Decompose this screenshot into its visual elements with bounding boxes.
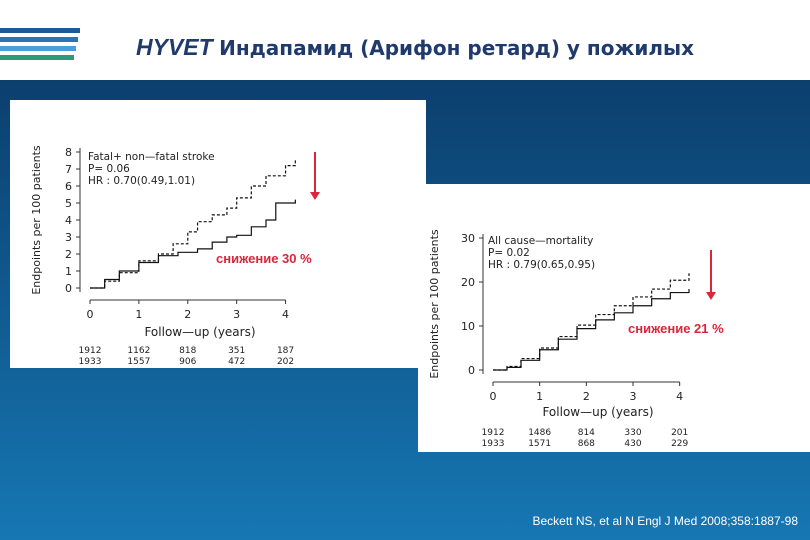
x-tick-label: 1 [536,390,543,403]
risk-table-cell: 1162 [127,346,150,356]
x-tick-label: 1 [135,308,142,321]
y-tick-label: 20 [461,276,475,289]
y-tick-label: 7 [65,163,72,176]
risk-table-cell: 472 [228,357,245,367]
logo-stripe-4 [0,55,74,60]
slide-header: HYVET Индапамид (Арифон ретард) у пожилы… [0,0,810,80]
slide-title: HYVET Индапамид (Арифон ретард) у пожилы… [136,34,694,61]
x-tick-label: 0 [490,390,497,403]
reduction-arrow-head [310,192,320,200]
risk-table-cell: 351 [228,346,245,356]
risk-table-cell: 1571 [528,439,551,449]
risk-table-cell: 1486 [528,428,551,438]
y-tick-label: 3 [65,231,72,244]
reduction-arrow-head [706,292,716,300]
legend-line: HR : 0.79(0.65,0.95) [488,259,595,271]
legend-line: HR : 0.70(0.49,1.01) [88,175,195,187]
legend-line: All cause—mortality [488,235,593,247]
risk-table-cell: 202 [277,357,294,367]
title-rest: Индапамид (Арифон ретард) у пожилых [219,36,695,60]
y-tick-label: 0 [65,282,72,295]
x-tick-label: 3 [630,390,637,403]
y-tick-label: 5 [65,197,72,210]
logo-stripe-3 [0,46,76,51]
y-tick-label: 1 [65,265,72,278]
x-tick-label: 0 [87,308,94,321]
risk-table-cell: 1933 [79,357,102,367]
risk-table-cell: 814 [578,428,595,438]
x-axis-label: Follow—up (years) [144,325,255,339]
y-tick-label: 30 [461,232,475,245]
series-line-dashed [90,158,296,289]
logo-stripes [0,28,82,68]
chart-panel-mortality: 0 10 20 30 0 1 2 3 4 Follow—up (years) Endpoints p… [418,184,810,452]
x-tick-label: 3 [233,308,240,321]
risk-table-cell: 229 [671,439,688,449]
risk-table-cell: 187 [277,346,294,356]
risk-table-cell: 1933 [482,439,505,449]
risk-table-cell: 330 [624,428,641,438]
mortality-reduction-label: снижение 21 % [628,321,724,336]
risk-table-cell: 868 [578,439,595,449]
y-tick-label: 10 [461,320,475,333]
citation: Beckett NS, et al N Engl J Med 2008;358:… [532,514,799,528]
risk-table-cell: 430 [624,439,641,449]
y-tick-label: 4 [65,214,72,227]
title-brand: HYVET [136,34,213,60]
series-line-solid [90,199,296,289]
risk-table-cell: 906 [179,357,196,367]
y-tick-label: 8 [65,146,72,159]
x-tick-label: 4 [676,390,683,403]
risk-table-cell: 1912 [79,346,102,356]
chart-panel-stroke: 0 1 2 3 4 5 6 7 8 0 1 2 3 4 Follow—up (years) Endpoints… [10,100,426,368]
stroke-chart: 0 1 2 3 4 5 6 7 8 0 1 2 3 4 Follow—up (years) Endpoints… [30,145,320,367]
y-tick-label: 2 [65,248,72,261]
x-tick-label: 2 [184,308,191,321]
x-tick-label: 2 [583,390,590,403]
legend-line: Fatal+ non—fatal stroke [88,151,215,163]
y-tick-label: 0 [468,364,475,377]
risk-table-cell: 201 [671,428,688,438]
logo-stripe-1 [0,28,80,33]
mortality-chart: 0 10 20 30 0 1 2 3 4 Follow—up (years) Endpoints p… [428,229,716,449]
risk-table-cell: 1557 [127,357,150,367]
logo-stripe-2 [0,37,78,42]
series-line-solid [493,289,690,371]
y-axis-label: Endpoints per 100 patients [428,229,441,379]
x-tick-label: 4 [282,308,289,321]
y-tick-label: 6 [65,180,72,193]
risk-table-cell: 818 [179,346,196,356]
legend-line: P= 0.02 [488,247,530,259]
legend-line: P= 0.06 [88,163,130,175]
y-axis-label: Endpoints per 100 patients [30,145,43,295]
stroke-reduction-label: снижение 30 % [216,251,312,266]
x-axis-label: Follow—up (years) [542,405,653,419]
risk-table-cell: 1912 [482,428,505,438]
